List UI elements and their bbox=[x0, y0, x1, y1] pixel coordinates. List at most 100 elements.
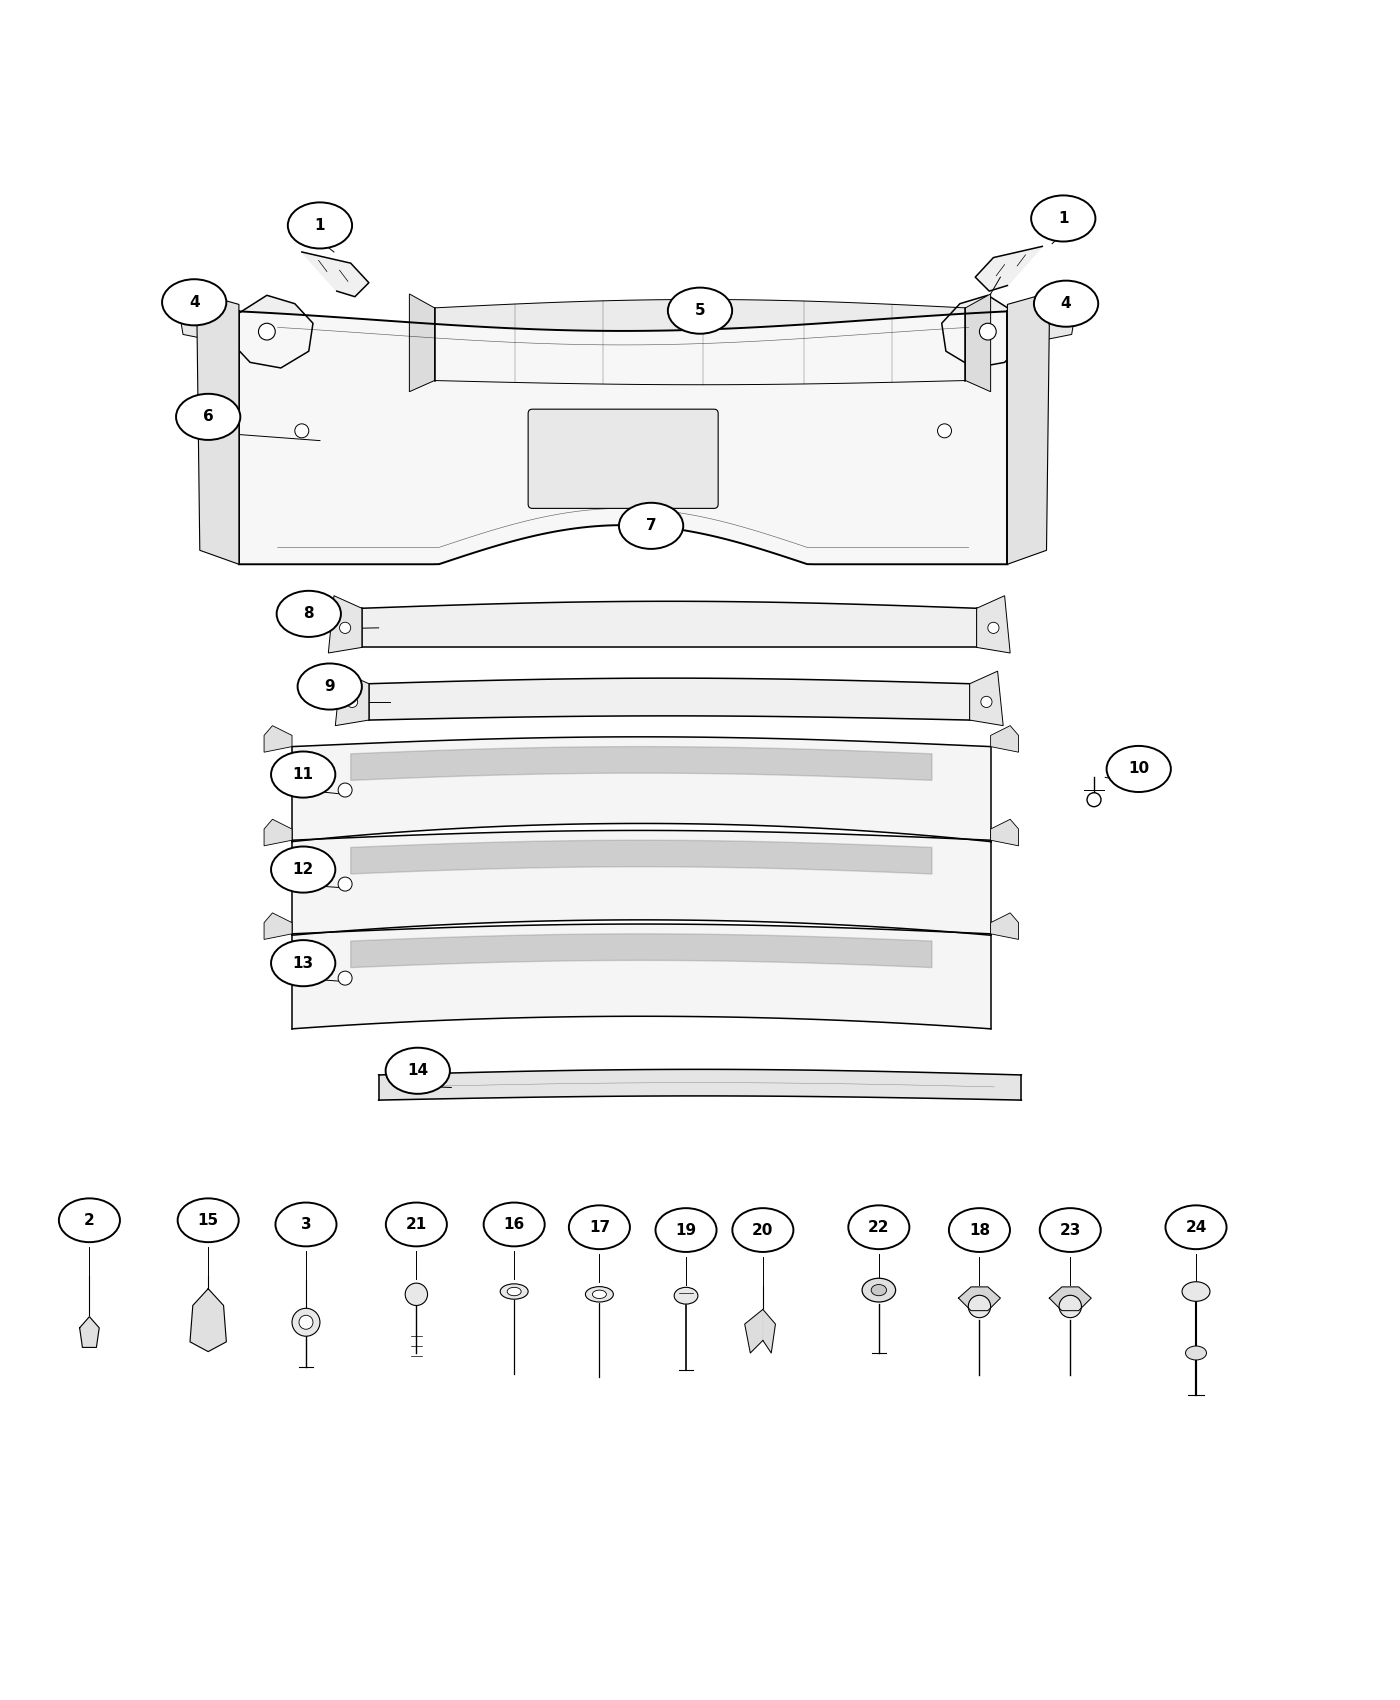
FancyBboxPatch shape bbox=[528, 410, 718, 508]
Ellipse shape bbox=[585, 1287, 613, 1302]
Ellipse shape bbox=[288, 202, 351, 248]
Ellipse shape bbox=[385, 1047, 449, 1093]
Text: 24: 24 bbox=[1186, 1221, 1207, 1234]
Ellipse shape bbox=[272, 940, 336, 986]
Text: 10: 10 bbox=[1128, 762, 1149, 777]
Polygon shape bbox=[745, 1309, 763, 1353]
Circle shape bbox=[988, 622, 1000, 634]
Polygon shape bbox=[409, 294, 434, 391]
Text: 15: 15 bbox=[197, 1212, 218, 1227]
Text: 6: 6 bbox=[203, 410, 214, 425]
Polygon shape bbox=[265, 819, 293, 847]
Ellipse shape bbox=[848, 1205, 910, 1250]
Polygon shape bbox=[368, 678, 970, 721]
Ellipse shape bbox=[162, 279, 227, 325]
Polygon shape bbox=[361, 602, 977, 648]
Polygon shape bbox=[239, 311, 1008, 564]
Circle shape bbox=[339, 877, 351, 891]
Polygon shape bbox=[1019, 313, 1074, 340]
Ellipse shape bbox=[1186, 1346, 1207, 1360]
Circle shape bbox=[340, 622, 350, 634]
Ellipse shape bbox=[1182, 1282, 1210, 1300]
Ellipse shape bbox=[949, 1209, 1009, 1251]
Ellipse shape bbox=[1165, 1205, 1226, 1250]
Ellipse shape bbox=[655, 1209, 717, 1251]
Polygon shape bbox=[763, 1309, 776, 1353]
Text: 12: 12 bbox=[293, 862, 314, 877]
Polygon shape bbox=[378, 1069, 1022, 1100]
Ellipse shape bbox=[871, 1285, 886, 1295]
Ellipse shape bbox=[507, 1287, 521, 1295]
Text: 18: 18 bbox=[969, 1222, 990, 1238]
Circle shape bbox=[295, 423, 309, 439]
Polygon shape bbox=[181, 313, 237, 340]
Ellipse shape bbox=[568, 1205, 630, 1250]
Polygon shape bbox=[351, 746, 932, 780]
Text: 22: 22 bbox=[868, 1221, 889, 1234]
Polygon shape bbox=[991, 819, 1019, 847]
Circle shape bbox=[339, 784, 351, 797]
Polygon shape bbox=[351, 840, 932, 874]
Ellipse shape bbox=[483, 1202, 545, 1246]
Text: 17: 17 bbox=[589, 1221, 610, 1234]
Text: 9: 9 bbox=[325, 678, 335, 694]
Circle shape bbox=[405, 1284, 427, 1306]
Text: 5: 5 bbox=[694, 303, 706, 318]
Polygon shape bbox=[302, 252, 368, 298]
Polygon shape bbox=[265, 726, 293, 751]
Polygon shape bbox=[190, 1289, 227, 1352]
Text: 4: 4 bbox=[1061, 296, 1071, 311]
Polygon shape bbox=[336, 672, 368, 726]
Ellipse shape bbox=[277, 592, 342, 638]
Ellipse shape bbox=[1035, 280, 1098, 326]
Polygon shape bbox=[970, 672, 1004, 726]
Ellipse shape bbox=[272, 751, 336, 797]
Text: 7: 7 bbox=[645, 518, 657, 534]
Polygon shape bbox=[1008, 294, 1050, 564]
Polygon shape bbox=[942, 296, 1026, 367]
Ellipse shape bbox=[176, 394, 241, 440]
Text: 19: 19 bbox=[675, 1222, 697, 1238]
Polygon shape bbox=[230, 296, 314, 367]
Ellipse shape bbox=[272, 847, 336, 893]
Ellipse shape bbox=[592, 1290, 606, 1299]
Circle shape bbox=[300, 1316, 314, 1329]
Circle shape bbox=[259, 323, 276, 340]
Circle shape bbox=[981, 697, 993, 707]
Ellipse shape bbox=[1106, 746, 1170, 792]
Polygon shape bbox=[351, 933, 932, 967]
Ellipse shape bbox=[732, 1209, 794, 1251]
Ellipse shape bbox=[619, 503, 683, 549]
Text: 2: 2 bbox=[84, 1212, 95, 1227]
Circle shape bbox=[980, 323, 997, 340]
Ellipse shape bbox=[59, 1198, 120, 1243]
Polygon shape bbox=[197, 294, 239, 564]
Text: 16: 16 bbox=[504, 1217, 525, 1232]
Ellipse shape bbox=[862, 1278, 896, 1302]
Polygon shape bbox=[976, 246, 1043, 291]
Circle shape bbox=[339, 971, 351, 984]
Polygon shape bbox=[977, 595, 1011, 653]
Polygon shape bbox=[434, 299, 966, 384]
Ellipse shape bbox=[178, 1198, 239, 1243]
Circle shape bbox=[347, 697, 357, 707]
Polygon shape bbox=[265, 913, 293, 940]
Ellipse shape bbox=[386, 1202, 447, 1246]
Circle shape bbox=[293, 1309, 321, 1336]
Text: 20: 20 bbox=[752, 1222, 774, 1238]
Ellipse shape bbox=[298, 663, 361, 709]
Circle shape bbox=[938, 423, 952, 439]
Text: 8: 8 bbox=[304, 607, 314, 622]
Text: 23: 23 bbox=[1060, 1222, 1081, 1238]
Ellipse shape bbox=[500, 1284, 528, 1299]
Text: 21: 21 bbox=[406, 1217, 427, 1232]
Ellipse shape bbox=[1040, 1209, 1100, 1251]
Text: 1: 1 bbox=[1058, 211, 1068, 226]
Ellipse shape bbox=[668, 287, 732, 333]
Text: 14: 14 bbox=[407, 1062, 428, 1078]
Polygon shape bbox=[1050, 1287, 1091, 1311]
Polygon shape bbox=[293, 736, 991, 842]
Polygon shape bbox=[329, 595, 361, 653]
Circle shape bbox=[1086, 792, 1100, 808]
Text: 1: 1 bbox=[315, 218, 325, 233]
